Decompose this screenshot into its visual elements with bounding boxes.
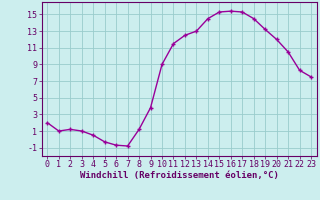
X-axis label: Windchill (Refroidissement éolien,°C): Windchill (Refroidissement éolien,°C) (80, 171, 279, 180)
